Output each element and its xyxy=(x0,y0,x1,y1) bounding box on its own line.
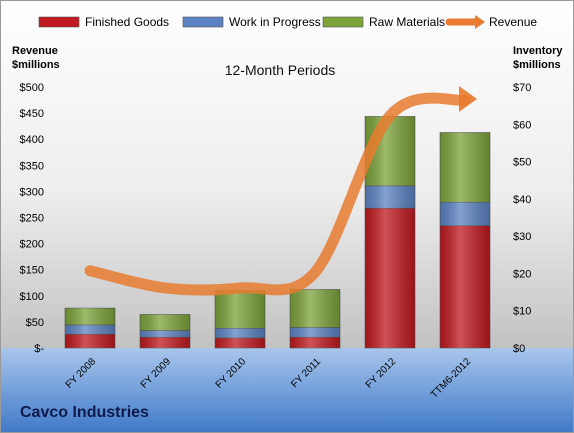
bar-segment-shade xyxy=(215,290,265,329)
bar-segment-shade xyxy=(65,308,115,325)
left-tick-label: $100 xyxy=(20,291,44,303)
chart-footer-band xyxy=(0,348,574,433)
bar-segment-shade xyxy=(290,289,340,328)
revenue-arrowhead xyxy=(459,86,477,113)
legend-swatch xyxy=(38,16,80,28)
legend-swatch xyxy=(182,16,224,28)
left-axis-ticks: $- $50 $100 $150 $200 $250 $300 $350 $400 $450 $50… xyxy=(20,82,45,355)
bar-segment-shade xyxy=(215,328,265,338)
right-tick-label: $20 xyxy=(513,268,531,280)
bar-segment-shade xyxy=(140,337,190,348)
left-tick-label: $200 xyxy=(20,239,44,251)
legend-label: Work in Progress xyxy=(229,15,321,29)
bar-segment-shade xyxy=(65,324,115,335)
bar-segment-shade xyxy=(290,327,340,338)
legend-label: Revenue xyxy=(489,15,537,29)
bar-segment-shade xyxy=(140,330,190,338)
legend: Finished Goods Work in Progress Raw Materi… xyxy=(38,15,537,29)
bar-segment-shade xyxy=(140,314,190,331)
legend-label: Raw Materials xyxy=(369,15,445,29)
left-tick-label: $300 xyxy=(20,186,44,198)
bar-segment-shade xyxy=(65,334,115,348)
right-tick-label: $0 xyxy=(513,343,525,355)
bar-segment-shade xyxy=(440,132,490,203)
bar-segment-shade xyxy=(290,337,340,348)
left-tick-label: $400 xyxy=(20,134,44,146)
bar-segment-shade xyxy=(365,208,415,348)
legend-swatch xyxy=(322,16,364,28)
left-tick-label: $50 xyxy=(26,317,44,329)
right-tick-label: $10 xyxy=(513,306,531,318)
right-axis-title: Inventory $millions xyxy=(513,45,563,71)
bar-segment-shade xyxy=(440,225,490,348)
left-tick-label: $250 xyxy=(20,213,44,225)
bar-segment-shade xyxy=(440,202,490,226)
right-axis-ticks: $0 $10 $20 $30 $40 $50 $60 $70 xyxy=(513,82,531,355)
left-tick-label: $350 xyxy=(20,160,44,172)
right-tick-label: $60 xyxy=(513,119,531,131)
legend-swatch-arrow xyxy=(475,15,485,29)
right-tick-label: $40 xyxy=(513,194,531,206)
revenue-line xyxy=(84,86,477,296)
left-axis-title: Revenue $millions xyxy=(12,45,60,71)
left-tick-label: $- xyxy=(34,343,44,355)
right-tick-label: $50 xyxy=(513,157,531,169)
company-name: Cavco Industries xyxy=(20,404,149,421)
revenue-line-path xyxy=(84,92,471,296)
bar-segment-shade xyxy=(365,185,415,209)
bars xyxy=(64,116,491,349)
left-tick-label: $450 xyxy=(20,108,44,120)
legend-label: Finished Goods xyxy=(85,15,169,29)
chart-title: 12-Month Periods xyxy=(224,62,336,78)
left-tick-label: $500 xyxy=(20,82,44,94)
right-tick-label: $70 xyxy=(513,82,531,94)
left-tick-label: $150 xyxy=(20,265,44,277)
bar-segment-shade xyxy=(215,337,265,348)
right-tick-label: $30 xyxy=(513,231,531,243)
